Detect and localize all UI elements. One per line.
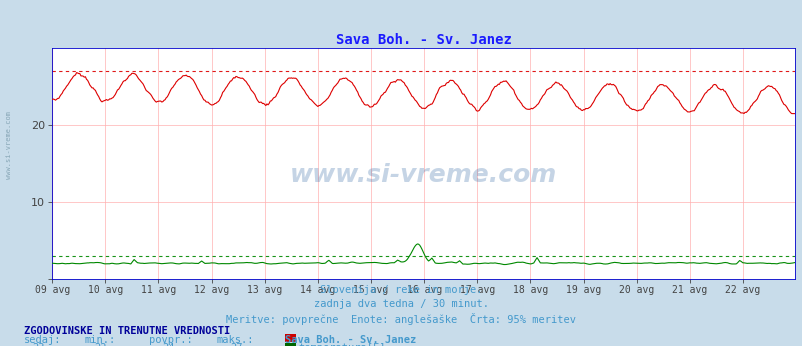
Text: 23: 23: [32, 343, 45, 346]
Text: Meritve: povprečne  Enote: anglešaške  Črta: 95% meritev: Meritve: povprečne Enote: anglešaške Črt…: [226, 313, 576, 325]
Text: ZGODOVINSKE IN TRENUTNE VREDNOSTI: ZGODOVINSKE IN TRENUTNE VREDNOSTI: [24, 326, 230, 336]
Text: maks.:: maks.:: [217, 335, 254, 345]
Text: sedaj:: sedaj:: [24, 335, 62, 345]
Text: zadnja dva tedna / 30 minut.: zadnja dva tedna / 30 minut.: [314, 299, 488, 309]
Text: www.si-vreme.com: www.si-vreme.com: [290, 163, 557, 187]
Title: Sava Boh. - Sv. Janez: Sava Boh. - Sv. Janez: [335, 33, 511, 47]
Text: 22: 22: [94, 343, 107, 346]
Text: Slovenija / reke in morje.: Slovenija / reke in morje.: [320, 285, 482, 295]
Text: www.si-vreme.com: www.si-vreme.com: [6, 111, 12, 179]
Text: Sava Boh. - Sv. Janez: Sava Boh. - Sv. Janez: [285, 335, 415, 345]
Text: min.:: min.:: [84, 335, 115, 345]
Text: 24: 24: [162, 343, 175, 346]
Text: povpr.:: povpr.:: [148, 335, 192, 345]
Text: temperatura[F]: temperatura[F]: [298, 343, 385, 346]
Text: 27: 27: [230, 343, 243, 346]
